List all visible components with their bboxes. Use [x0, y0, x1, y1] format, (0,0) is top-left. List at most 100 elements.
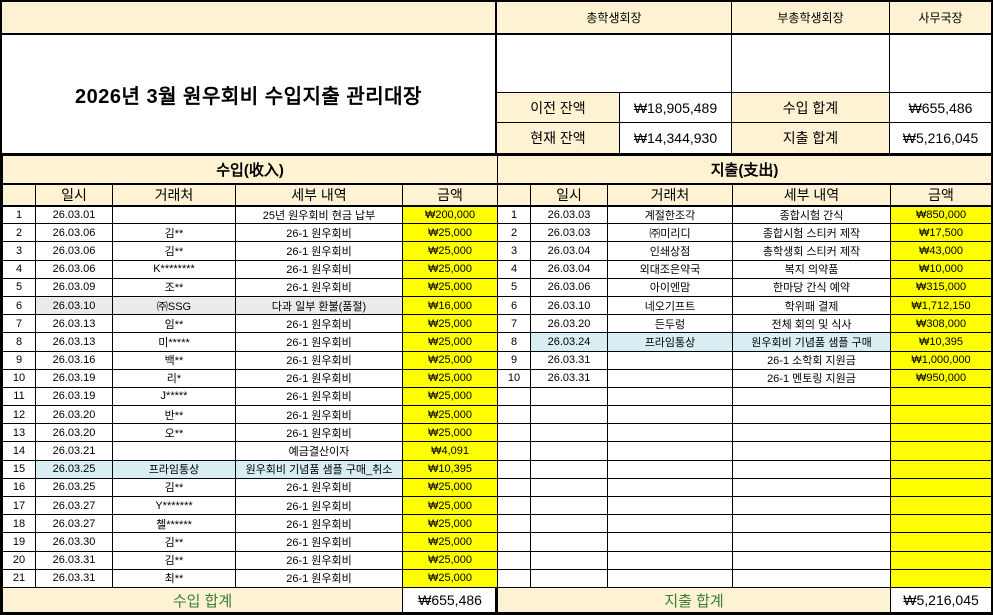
date-cell: 26.03.19: [35, 368, 113, 388]
current-balance-row: 현재 잔액 ₩14,344,930 지출 합계 ₩5,216,045: [497, 123, 991, 153]
vendor-cell: [607, 350, 733, 370]
detail-cell: 26-1 원우회비: [235, 495, 403, 516]
top-section: 2026년 3월 원우회비 수입지출 관리대장 총학생회장 부총학생회장 사무국…: [2, 2, 991, 155]
expense-total-label: 지출 합계: [732, 123, 890, 153]
amount-cell: ₩25,000: [401, 350, 499, 370]
table-row: 3 26.03.06 김** 26-1 원우회비 ₩25,000: [2, 241, 499, 261]
row-number-cell: 8: [2, 332, 36, 352]
table-row: [497, 477, 993, 498]
detail-cell: [732, 495, 891, 516]
row-number-cell: [497, 459, 531, 479]
date-cell: [530, 514, 608, 534]
amount-cell: [889, 568, 993, 589]
table-row: 14 26.03.21 예금결산이자 ₩4,091: [2, 441, 499, 461]
vendor-cell: K********: [112, 259, 236, 279]
expense-total-row: 지출 합계 ₩5,216,045: [497, 587, 993, 613]
date-cell: 26.03.04: [530, 259, 608, 279]
table-row: 1 26.03.03 계절한조각 종합시험 간식 ₩850,000: [497, 204, 993, 225]
row-number-cell: 21: [2, 568, 36, 589]
row-number-cell: 18: [2, 514, 36, 534]
table-row: 20 26.03.31 김** 26-1 원우회비 ₩25,000: [2, 550, 499, 570]
vendor-cell: [607, 568, 733, 589]
date-cell: [530, 550, 608, 570]
title-top-strip: [2, 2, 495, 35]
row-number-cell: 10: [497, 368, 531, 388]
amount-cell: ₩25,000: [401, 368, 499, 388]
table-row: 2 26.03.03 ㈜미리디 종합시험 스티커 제작 ₩17,500: [497, 223, 993, 243]
row-number-cell: 9: [2, 350, 36, 370]
row-number-cell: 20: [2, 550, 36, 570]
table-row: [497, 568, 993, 589]
amount-cell: ₩25,000: [401, 477, 499, 498]
date-cell: 26.03.25: [35, 477, 113, 498]
table-row: 10 26.03.31 26-1 멘토링 지원금 ₩950,000: [497, 368, 993, 388]
row-number-cell: 14: [2, 441, 36, 461]
vendor-cell: [607, 495, 733, 516]
previous-balance-row: 이전 잔액 ₩18,905,489 수입 합계 ₩655,486: [497, 93, 991, 123]
detail-cell: 26-1 원우회비: [235, 277, 403, 297]
vendor-cell: [607, 386, 733, 407]
amount-cell: ₩25,000: [401, 386, 499, 407]
signatory-header-row: 총학생회장 부총학생회장 사무국장: [497, 2, 991, 35]
vendor-cell: 조**: [112, 277, 236, 297]
detail-cell: 복지 의약품: [732, 259, 891, 279]
vendor-cell: [607, 477, 733, 498]
detail-cell: 26-1 원우회비: [235, 405, 403, 425]
detail-cell: 26-1 원우회비: [235, 386, 403, 407]
row-number-cell: 2: [497, 223, 531, 243]
previous-balance-label: 이전 잔액: [497, 93, 620, 122]
amount-cell: ₩25,000: [401, 314, 499, 334]
date-cell: [530, 441, 608, 461]
row-number-cell: [497, 477, 531, 498]
detail-cell: 26-1 원우회비: [235, 514, 403, 534]
expense-section-title: 지출(支出): [496, 155, 993, 185]
table-row: 9 26.03.31 26-1 소학회 지원금 ₩1,000,000: [497, 350, 993, 370]
date-cell: 26.03.20: [35, 423, 113, 443]
date-cell: 26.03.06: [35, 241, 113, 261]
income-section-title: 수입(收入): [1, 155, 499, 185]
date-cell: 26.03.06: [530, 277, 608, 297]
vendor-cell: [607, 441, 733, 461]
income-col-no: [2, 183, 36, 207]
row-number-cell: 10: [2, 368, 36, 388]
signature-box-secretary: [890, 35, 991, 92]
table-row: [497, 441, 993, 461]
vendor-cell: 외대조은약국: [607, 259, 733, 279]
vendor-cell: 프라임통상: [112, 459, 236, 479]
row-number-cell: 3: [2, 241, 36, 261]
amount-cell: [889, 459, 993, 479]
amount-cell: ₩10,000: [889, 259, 993, 279]
amount-cell: [889, 550, 993, 570]
table-row: 5 26.03.06 아이엔맘 한마당 간식 예약 ₩315,000: [497, 277, 993, 297]
date-cell: 26.03.03: [530, 223, 608, 243]
table-row: [497, 514, 993, 534]
vendor-cell: [607, 514, 733, 534]
vendor-cell: Y*******: [112, 495, 236, 516]
detail-cell: [732, 532, 891, 552]
vendor-cell: 김**: [112, 477, 236, 498]
table-row: 10 26.03.19 리* 26-1 원우회비 ₩25,000: [2, 368, 499, 388]
detail-cell: 26-1 원우회비: [235, 223, 403, 243]
date-cell: 26.03.10: [530, 295, 608, 316]
vendor-cell: 인쇄상점: [607, 241, 733, 261]
detail-cell: 26-1 원우회비: [235, 477, 403, 498]
date-cell: 26.03.13: [35, 314, 113, 334]
detail-cell: [732, 441, 891, 461]
vendor-cell: [112, 441, 236, 461]
date-cell: 26.03.10: [35, 295, 113, 316]
detail-cell: 예금결산이자: [235, 441, 403, 461]
row-number-cell: 7: [2, 314, 36, 334]
vendor-cell: 미*****: [112, 332, 236, 352]
income-col-detail: 세부 내역: [235, 183, 403, 207]
date-cell: 26.03.30: [35, 532, 113, 552]
detail-cell: [732, 568, 891, 589]
income-total-row: 수입 합계 ₩655,486: [2, 587, 499, 613]
expense-col-detail: 세부 내역: [732, 183, 891, 207]
detail-cell: 26-1 원우회비: [235, 241, 403, 261]
vendor-cell: [607, 405, 733, 425]
amount-cell: ₩950,000: [889, 368, 993, 388]
row-number-cell: [497, 532, 531, 552]
detail-cell: [732, 550, 891, 570]
row-number-cell: 5: [497, 277, 531, 297]
income-total-value: ₩655,486: [908, 99, 973, 116]
